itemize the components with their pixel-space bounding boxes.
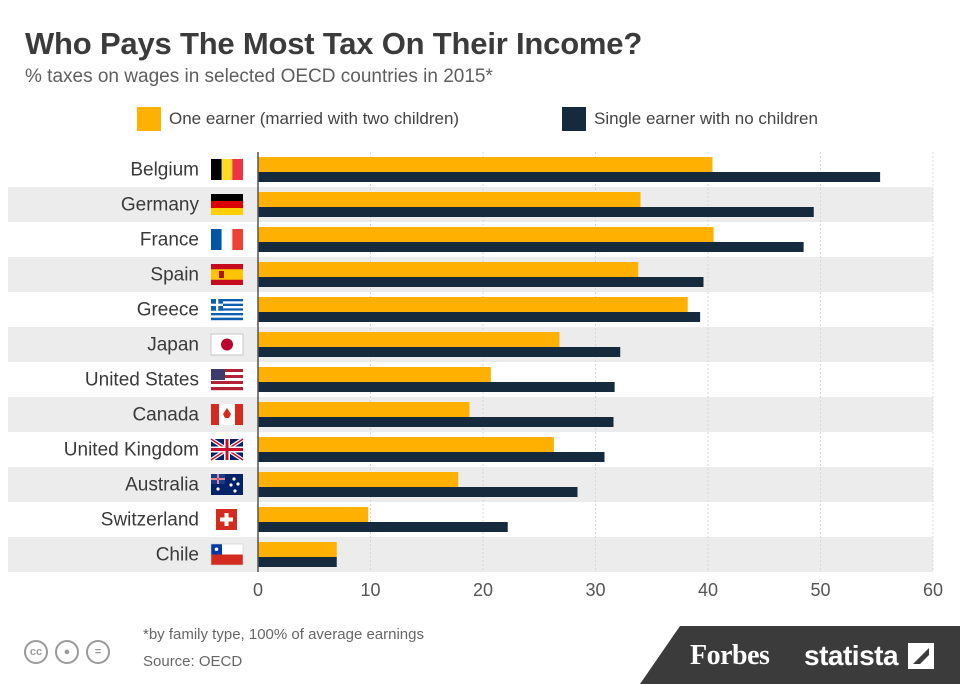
bar-single [258, 417, 614, 427]
x-tick-label: 30 [585, 580, 605, 600]
australia-flag-icon [211, 474, 243, 495]
bar-married [258, 437, 554, 452]
switzerland-flag-icon [216, 509, 237, 530]
legend-label-single: Single earner with no children [594, 109, 818, 128]
bar-single [258, 382, 615, 392]
category-label: Canada [132, 405, 199, 426]
germany-flag-icon [211, 194, 243, 215]
bar-married [258, 367, 491, 382]
category-label: Australia [125, 475, 199, 496]
legend-swatch-married [137, 107, 161, 131]
category-label: Belgium [130, 160, 199, 181]
x-tick-label: 40 [698, 580, 718, 600]
category-label: Greece [137, 300, 199, 321]
legend-item-single: Single earner with no children [562, 107, 818, 131]
spain-flag-icon [211, 264, 243, 285]
license-icons: cc ● = [24, 640, 110, 664]
bar-married [258, 472, 459, 487]
bar-single [258, 522, 508, 532]
bar-single [258, 172, 881, 182]
x-tick-label: 20 [473, 580, 493, 600]
category-label: United States [85, 370, 199, 391]
bar-single [258, 347, 621, 357]
bar-single [258, 242, 804, 252]
category-label: Japan [147, 335, 199, 356]
x-tick-label: 60 [923, 580, 943, 600]
bar-married [258, 192, 641, 207]
x-tick-label: 0 [253, 580, 263, 600]
legend-swatch-single [562, 107, 586, 131]
bar-married [258, 507, 369, 522]
category-label: Switzerland [101, 510, 199, 531]
bar-married [258, 297, 688, 312]
bar-married [258, 227, 714, 242]
cc-icon: cc [24, 640, 48, 664]
chart-title: Who Pays The Most Tax On Their Income? [25, 26, 643, 61]
greece-flag-icon [211, 299, 243, 321]
usa-flag-icon [211, 369, 243, 391]
x-tick-label: 10 [360, 580, 380, 600]
statista-mark-icon [908, 643, 934, 669]
legend-label-married: One earner (married with two children) [169, 109, 460, 128]
brand-band [640, 626, 960, 684]
nd-icon: = [86, 640, 110, 664]
bar-married [258, 262, 639, 277]
category-label: Germany [121, 195, 200, 216]
uk-flag-icon [209, 437, 245, 462]
france-flag-icon [211, 229, 243, 250]
category-label: United Kingdom [64, 440, 199, 461]
bar-single [258, 277, 704, 287]
bar-married [258, 157, 713, 172]
bar-married [258, 332, 560, 347]
footnote: *by family type, 100% of average earning… [143, 626, 424, 643]
bar-married [258, 402, 470, 417]
bar-single [258, 452, 605, 462]
bar-single [258, 557, 337, 567]
x-tick-label: 50 [810, 580, 830, 600]
by-icon: ● [55, 640, 79, 664]
bar-single [258, 312, 701, 322]
bar-single [258, 487, 578, 497]
canada-flag-icon [211, 404, 243, 425]
belgium-flag-icon [211, 159, 243, 180]
bar-married [258, 542, 337, 557]
row-stripe [8, 537, 933, 572]
chile-flag-icon [210, 543, 244, 566]
category-label: France [140, 230, 199, 251]
legend-item-married: One earner (married with two children) [137, 107, 459, 131]
category-label: Spain [150, 265, 199, 286]
chart-subtitle: % taxes on wages in selected OECD countr… [25, 66, 493, 87]
forbes-logo: Forbes [690, 640, 770, 671]
source-note: Source: OECD [143, 653, 243, 670]
bar-single [258, 207, 814, 217]
category-label: Chile [156, 545, 199, 566]
statista-logo: statista [804, 640, 899, 671]
japan-flag-icon [210, 333, 244, 356]
